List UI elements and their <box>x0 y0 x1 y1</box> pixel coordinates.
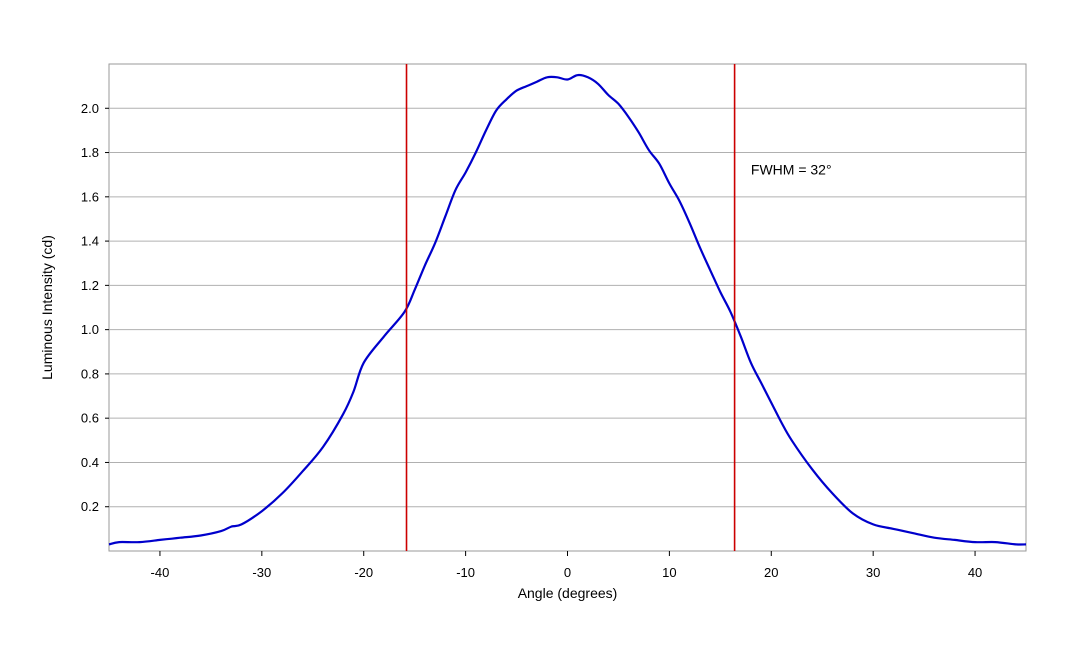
y-tick-label: 1.0 <box>81 322 99 337</box>
intensity-curve <box>108 73 1027 546</box>
y-tick-label: 0.8 <box>81 366 99 381</box>
series-group <box>108 73 1027 546</box>
y-axis-title: Luminous Intensity (cd) <box>39 235 55 380</box>
x-tick-label: 10 <box>662 565 676 580</box>
plot-area <box>108 63 1027 552</box>
y-tick-label: 0.4 <box>81 455 99 470</box>
x-axis-ticks: -40 -30 -20 -10 0 10 20 30 40 <box>151 551 982 580</box>
x-tick-label: -20 <box>354 565 373 580</box>
y-axis-ticks: 0.2 0.4 0.6 0.8 1.0 1.2 1.4 1.6 1.8 2.0 <box>81 101 109 514</box>
x-tick-label: -30 <box>252 565 271 580</box>
x-tick-label: -10 <box>456 565 475 580</box>
gridlines <box>109 107 1026 508</box>
y-tick-label: 1.2 <box>81 278 99 293</box>
y-tick-label: 1.8 <box>81 145 99 160</box>
x-tick-label: 40 <box>968 565 982 580</box>
x-tick-label: -40 <box>151 565 170 580</box>
annotations: FWHM = 32° <box>751 162 832 178</box>
y-tick-label: 1.4 <box>81 234 99 249</box>
y-tick-label: 0.6 <box>81 411 99 426</box>
fwhm-markers <box>405 64 736 551</box>
x-tick-label: 0 <box>564 565 571 580</box>
x-tick-label: 30 <box>866 565 880 580</box>
y-tick-label: 2.0 <box>81 101 99 116</box>
x-axis-title: Angle (degrees) <box>518 585 618 601</box>
y-tick-label: 0.2 <box>81 499 99 514</box>
x-tick-label: 20 <box>764 565 778 580</box>
fwhm-annotation: FWHM = 32° <box>751 162 832 178</box>
y-tick-label: 1.6 <box>81 189 99 204</box>
